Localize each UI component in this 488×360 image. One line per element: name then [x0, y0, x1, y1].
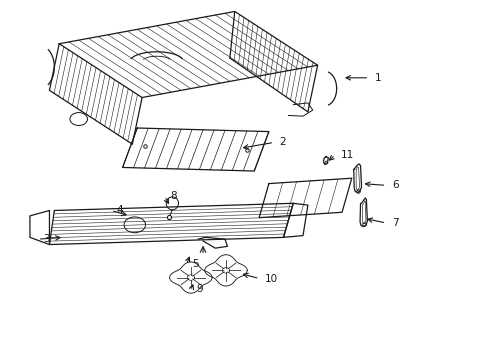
Text: 3: 3: [43, 234, 50, 244]
Text: 10: 10: [264, 274, 278, 284]
Text: 11: 11: [340, 150, 353, 160]
Text: 9: 9: [196, 284, 203, 294]
Text: 2: 2: [279, 138, 285, 147]
Text: 5: 5: [191, 259, 198, 269]
Text: 7: 7: [391, 218, 398, 228]
Text: 4: 4: [116, 206, 122, 216]
Text: 8: 8: [169, 191, 176, 201]
Text: 6: 6: [391, 180, 398, 190]
Text: 1: 1: [374, 73, 381, 83]
